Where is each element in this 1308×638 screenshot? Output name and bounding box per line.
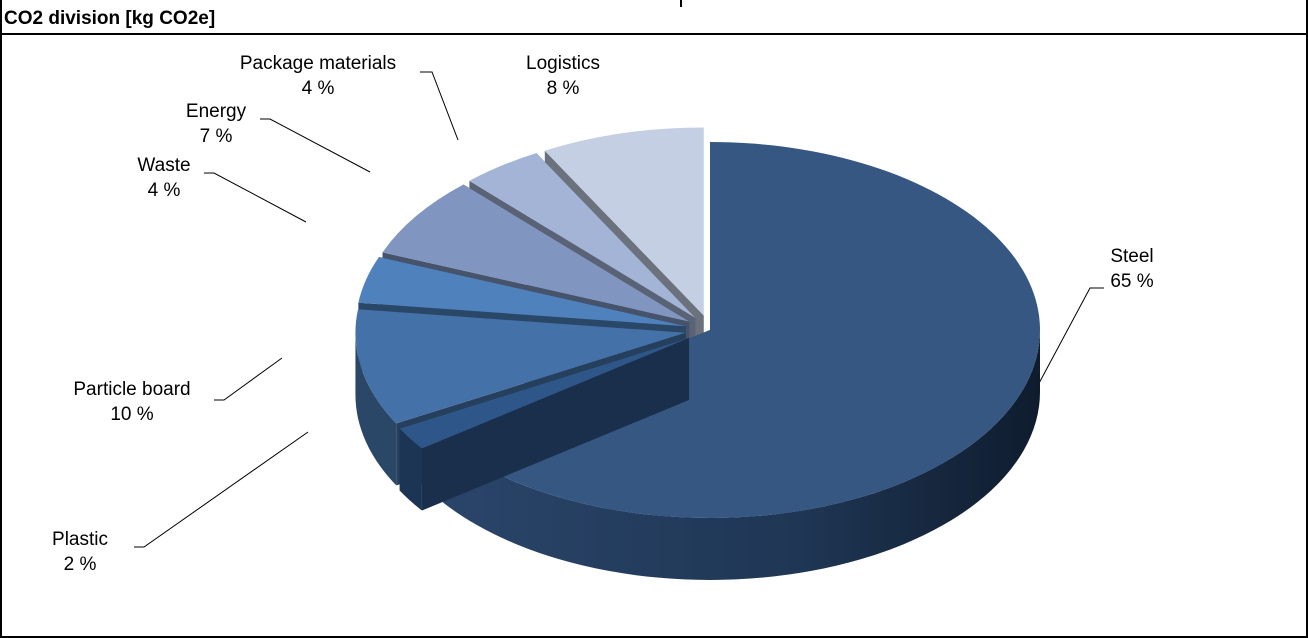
label-energy-pct: 7 % [200,126,233,147]
label-steel-pct: 65 % [1110,271,1153,292]
leader-particle-board [214,357,283,401]
label-steel: Steel [1110,246,1153,267]
slice-top [469,153,696,318]
label-package-materials-pct: 4 % [302,78,335,99]
slice-top [544,127,704,316]
pie-slice-plastic [399,338,689,511]
label-energy: Energy [186,101,247,122]
label-logistics: Logistics [526,53,600,74]
chart-title: CO2 division [kg CO2e] [4,8,216,29]
leader-plastic [134,431,309,548]
slice-top [355,309,686,424]
label-plastic-pct: 2 % [64,554,97,575]
leader-waste [204,172,307,223]
label-particle-board-pct: 10 % [110,404,153,425]
label-logistics-pct: 8 % [547,78,580,99]
leader-steel [1021,287,1104,416]
title-rule [0,33,1308,35]
slice-top [358,257,686,327]
slice-rim [443,330,1040,580]
leader-lines [134,71,1104,548]
slice-rim [355,332,397,486]
label-plastic: Plastic [52,529,108,550]
slice-top [399,338,689,449]
slice-labels: Steel 65 % Plastic 2 % Particle board 10 % Was… [52,53,1154,575]
pie-slices [355,127,1040,580]
label-waste-pct: 4 % [148,180,181,201]
label-waste: Waste [137,155,190,176]
leader-energy [260,118,371,173]
slice-wall [399,338,689,491]
label-package-materials: Package materials [240,53,396,74]
slice-top [382,184,690,322]
slice-rim [399,428,422,511]
label-particle-board: Particle board [73,379,190,400]
leader-package-materials [420,71,459,141]
header-strip [0,0,1308,7]
